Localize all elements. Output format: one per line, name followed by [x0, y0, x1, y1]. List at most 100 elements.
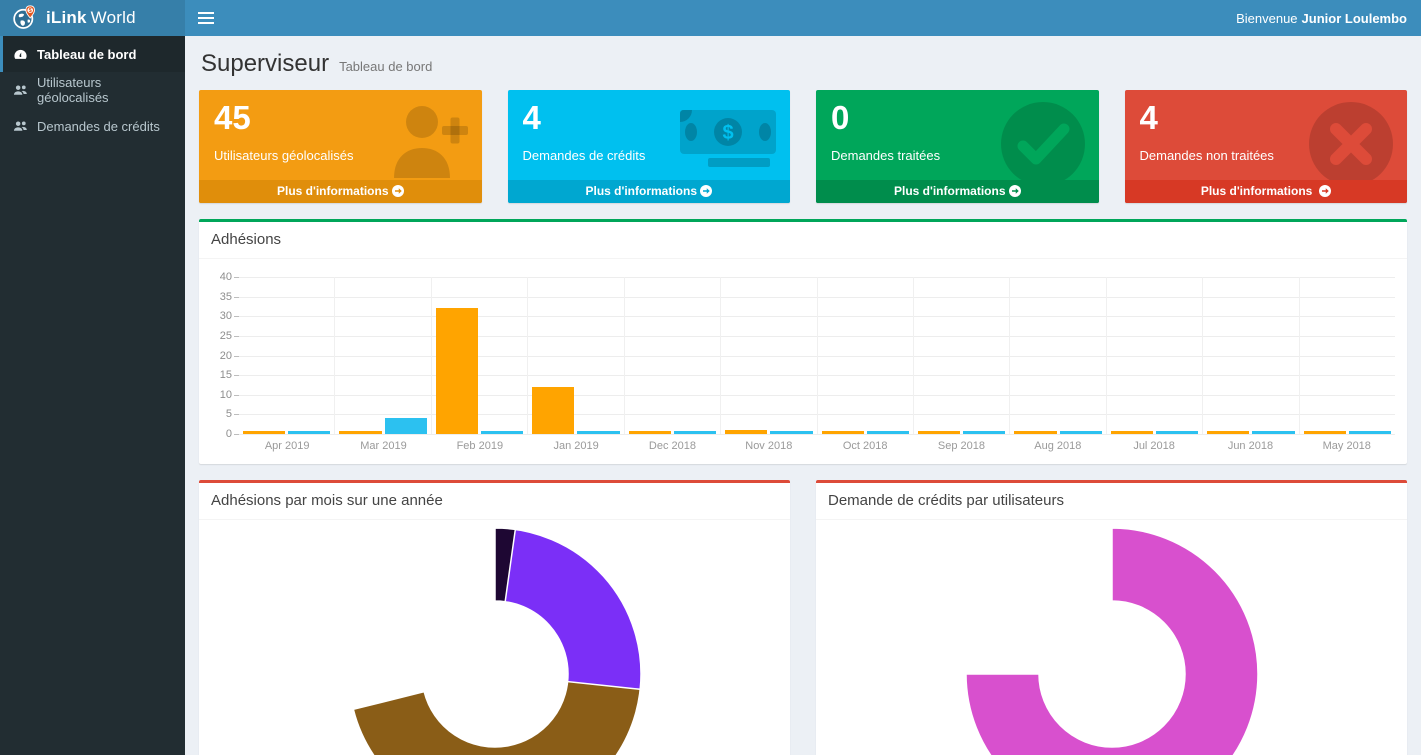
- panel-title: Demande de crédits par utilisateurs: [828, 492, 1064, 509]
- bar-chart-y-axis: 0 5 10 15 20 25 30 35 40: [211, 272, 239, 440]
- bar-group: [1010, 277, 1107, 434]
- y-tick-mark: [234, 277, 239, 278]
- y-tick-mark: [234, 414, 239, 416]
- bar-adhesions-orange: [821, 431, 864, 434]
- sidebar-item-label: Utilisateurs géolocalisés: [37, 75, 109, 105]
- credits-donut-chart: [964, 527, 1259, 755]
- y-tick-label: 25: [219, 329, 232, 342]
- y-tick-label: 40: [219, 271, 232, 283]
- bar-adhesions-orange: [1303, 431, 1346, 434]
- more-info-link[interactable]: Plus d'informations: [507, 180, 790, 203]
- y-tick-label: 10: [219, 388, 232, 401]
- donut-slice-dark-purple: [493, 527, 516, 603]
- dashboard-icon: [14, 49, 27, 59]
- card-value: 4: [522, 99, 541, 136]
- bar-chart-plot: [234, 277, 1395, 435]
- card-label: Demandes traitées: [831, 148, 941, 164]
- x-tick-label: Feb 2019: [456, 440, 504, 452]
- bar-group: [239, 277, 336, 434]
- bar-adhesions-orange: [917, 431, 961, 434]
- bar-adhesions-orange: [1207, 431, 1250, 434]
- donut-slice-violet: [493, 527, 642, 691]
- card-value: 45: [214, 99, 251, 136]
- x-tick-label: Aug 2018: [1034, 440, 1082, 452]
- brand-text: iLink World: [46, 8, 136, 27]
- y-tick-label: 35: [219, 290, 232, 303]
- user-plus-icon: [378, 100, 470, 183]
- user-name: Junior Loulembo: [1301, 10, 1407, 26]
- brand-logo[interactable]: $ iLink World: [0, 0, 185, 36]
- y-tick-mark: [234, 394, 239, 396]
- donut-slice-magenta: [964, 527, 1259, 755]
- y-tick-mark: [234, 375, 239, 377]
- more-info-link[interactable]: Plus d'informations: [199, 180, 482, 203]
- bar-adhesions-cyan: [481, 431, 524, 434]
- more-info-link[interactable]: Plus d'informations: [1124, 180, 1407, 203]
- page-title: Superviseur: [201, 50, 330, 77]
- bar-adhesions-cyan: [1252, 431, 1295, 434]
- panel-title: Adhésions par mois sur une année: [211, 492, 443, 509]
- bar-adhesions-cyan: [673, 431, 717, 434]
- y-tick-mark: [234, 296, 239, 298]
- users-icon: [13, 120, 27, 131]
- y-tick-mark: [234, 335, 239, 337]
- bar-adhesions-cyan: [770, 431, 813, 434]
- arrow-circle-right-icon: [391, 185, 404, 197]
- more-info-link[interactable]: Plus d'informations: [816, 180, 1099, 203]
- x-tick-label: Jan 2019: [553, 440, 599, 452]
- y-tick-mark: [234, 316, 239, 318]
- bar-adhesions-cyan: [577, 431, 620, 434]
- bar-adhesions-orange: [628, 431, 671, 434]
- page-header: Superviseur Tableau de bord: [201, 50, 1407, 78]
- users-icon: [13, 84, 27, 95]
- bar-adhesions-cyan: [288, 431, 331, 434]
- card-utilisateurs-geolocalises: 45 Utilisateurs géolocalisés Plus d'info…: [199, 90, 482, 203]
- topnav: Bienvenue Junior Loulembo: [185, 0, 1421, 36]
- bar-adhesions-cyan: [1348, 431, 1392, 434]
- sidebar-item-demandes-de-credits[interactable]: Demandes de crédits: [0, 108, 185, 144]
- bar-group: [721, 277, 818, 434]
- y-tick-label: 20: [219, 349, 232, 362]
- bar-adhesions-orange: [725, 430, 768, 434]
- money-icon: $: [678, 100, 778, 177]
- bar-group: [1107, 277, 1204, 434]
- x-tick-label: Apr 2019: [264, 440, 310, 452]
- arrow-circle-right-icon: [1008, 185, 1021, 197]
- hamburger-icon[interactable]: [185, 0, 227, 36]
- y-tick-label: 0: [225, 428, 232, 440]
- bar-adhesions-orange: [435, 308, 479, 434]
- x-tick-label: May 2018: [1322, 440, 1371, 452]
- card-value: 0: [831, 99, 850, 136]
- bar-adhesions-cyan: [384, 418, 427, 434]
- gridline: [239, 434, 1395, 435]
- credits-donut-panel: Demande de crédits par utilisateurs: [816, 480, 1407, 755]
- bar-group: [1300, 277, 1395, 434]
- sidebar: Tableau de bord Utilisateurs géolocalisé…: [0, 36, 185, 755]
- bar-adhesions-cyan: [866, 431, 909, 434]
- welcome-text: Bienvenue Junior Loulembo: [1236, 10, 1407, 26]
- y-tick-label: 15: [219, 369, 232, 382]
- sidebar-item-utilisateurs-geolocalises[interactable]: Utilisateurs géolocalisés: [0, 72, 185, 108]
- bar-adhesions-orange: [532, 386, 575, 434]
- card-value: 4: [1139, 99, 1158, 136]
- bar-group: [335, 277, 432, 434]
- sidebar-item-tableau-de-bord[interactable]: Tableau de bord: [0, 36, 185, 72]
- y-tick-mark: [234, 434, 239, 435]
- top-navbar: $ iLink World Bienvenue Junior Loulembo: [0, 0, 1421, 36]
- panel-title: Adhésions: [211, 231, 282, 248]
- x-tick-label: Sep 2018: [937, 440, 986, 452]
- bar-adhesions-orange: [339, 431, 382, 434]
- panel-header: Adhésions: [199, 222, 1407, 259]
- bar-adhesions-cyan: [1059, 431, 1102, 434]
- donut-panels-row: Adhésions par mois sur une année Demande…: [199, 464, 1407, 755]
- bar-group: [625, 277, 722, 434]
- x-tick-label: Jun 2018: [1227, 440, 1274, 452]
- bar-adhesions-orange: [243, 431, 286, 434]
- times-circle-icon: [1307, 100, 1395, 193]
- adhesions-panel: Adhésions 0 5 10 15 20 25 30 35 40 Apr 2019 Mar 2…: [199, 219, 1407, 464]
- card-demandes-traitees: 0 Demandes traitées Plus d'informations: [816, 90, 1099, 203]
- card-label: Utilisateurs géolocalisés: [214, 148, 354, 164]
- y-tick-label: 5: [225, 408, 232, 421]
- y-tick-label: 30: [219, 310, 232, 323]
- y-tick-mark: [234, 355, 239, 357]
